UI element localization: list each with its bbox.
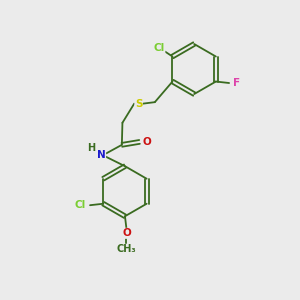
Text: Cl: Cl xyxy=(75,200,86,210)
Text: CH₃: CH₃ xyxy=(117,244,136,254)
Text: O: O xyxy=(142,137,151,147)
Text: O: O xyxy=(122,228,131,238)
Text: N: N xyxy=(97,150,106,160)
Text: S: S xyxy=(135,99,142,109)
Text: F: F xyxy=(233,78,241,88)
Text: H: H xyxy=(88,143,96,153)
Text: Cl: Cl xyxy=(154,43,165,53)
